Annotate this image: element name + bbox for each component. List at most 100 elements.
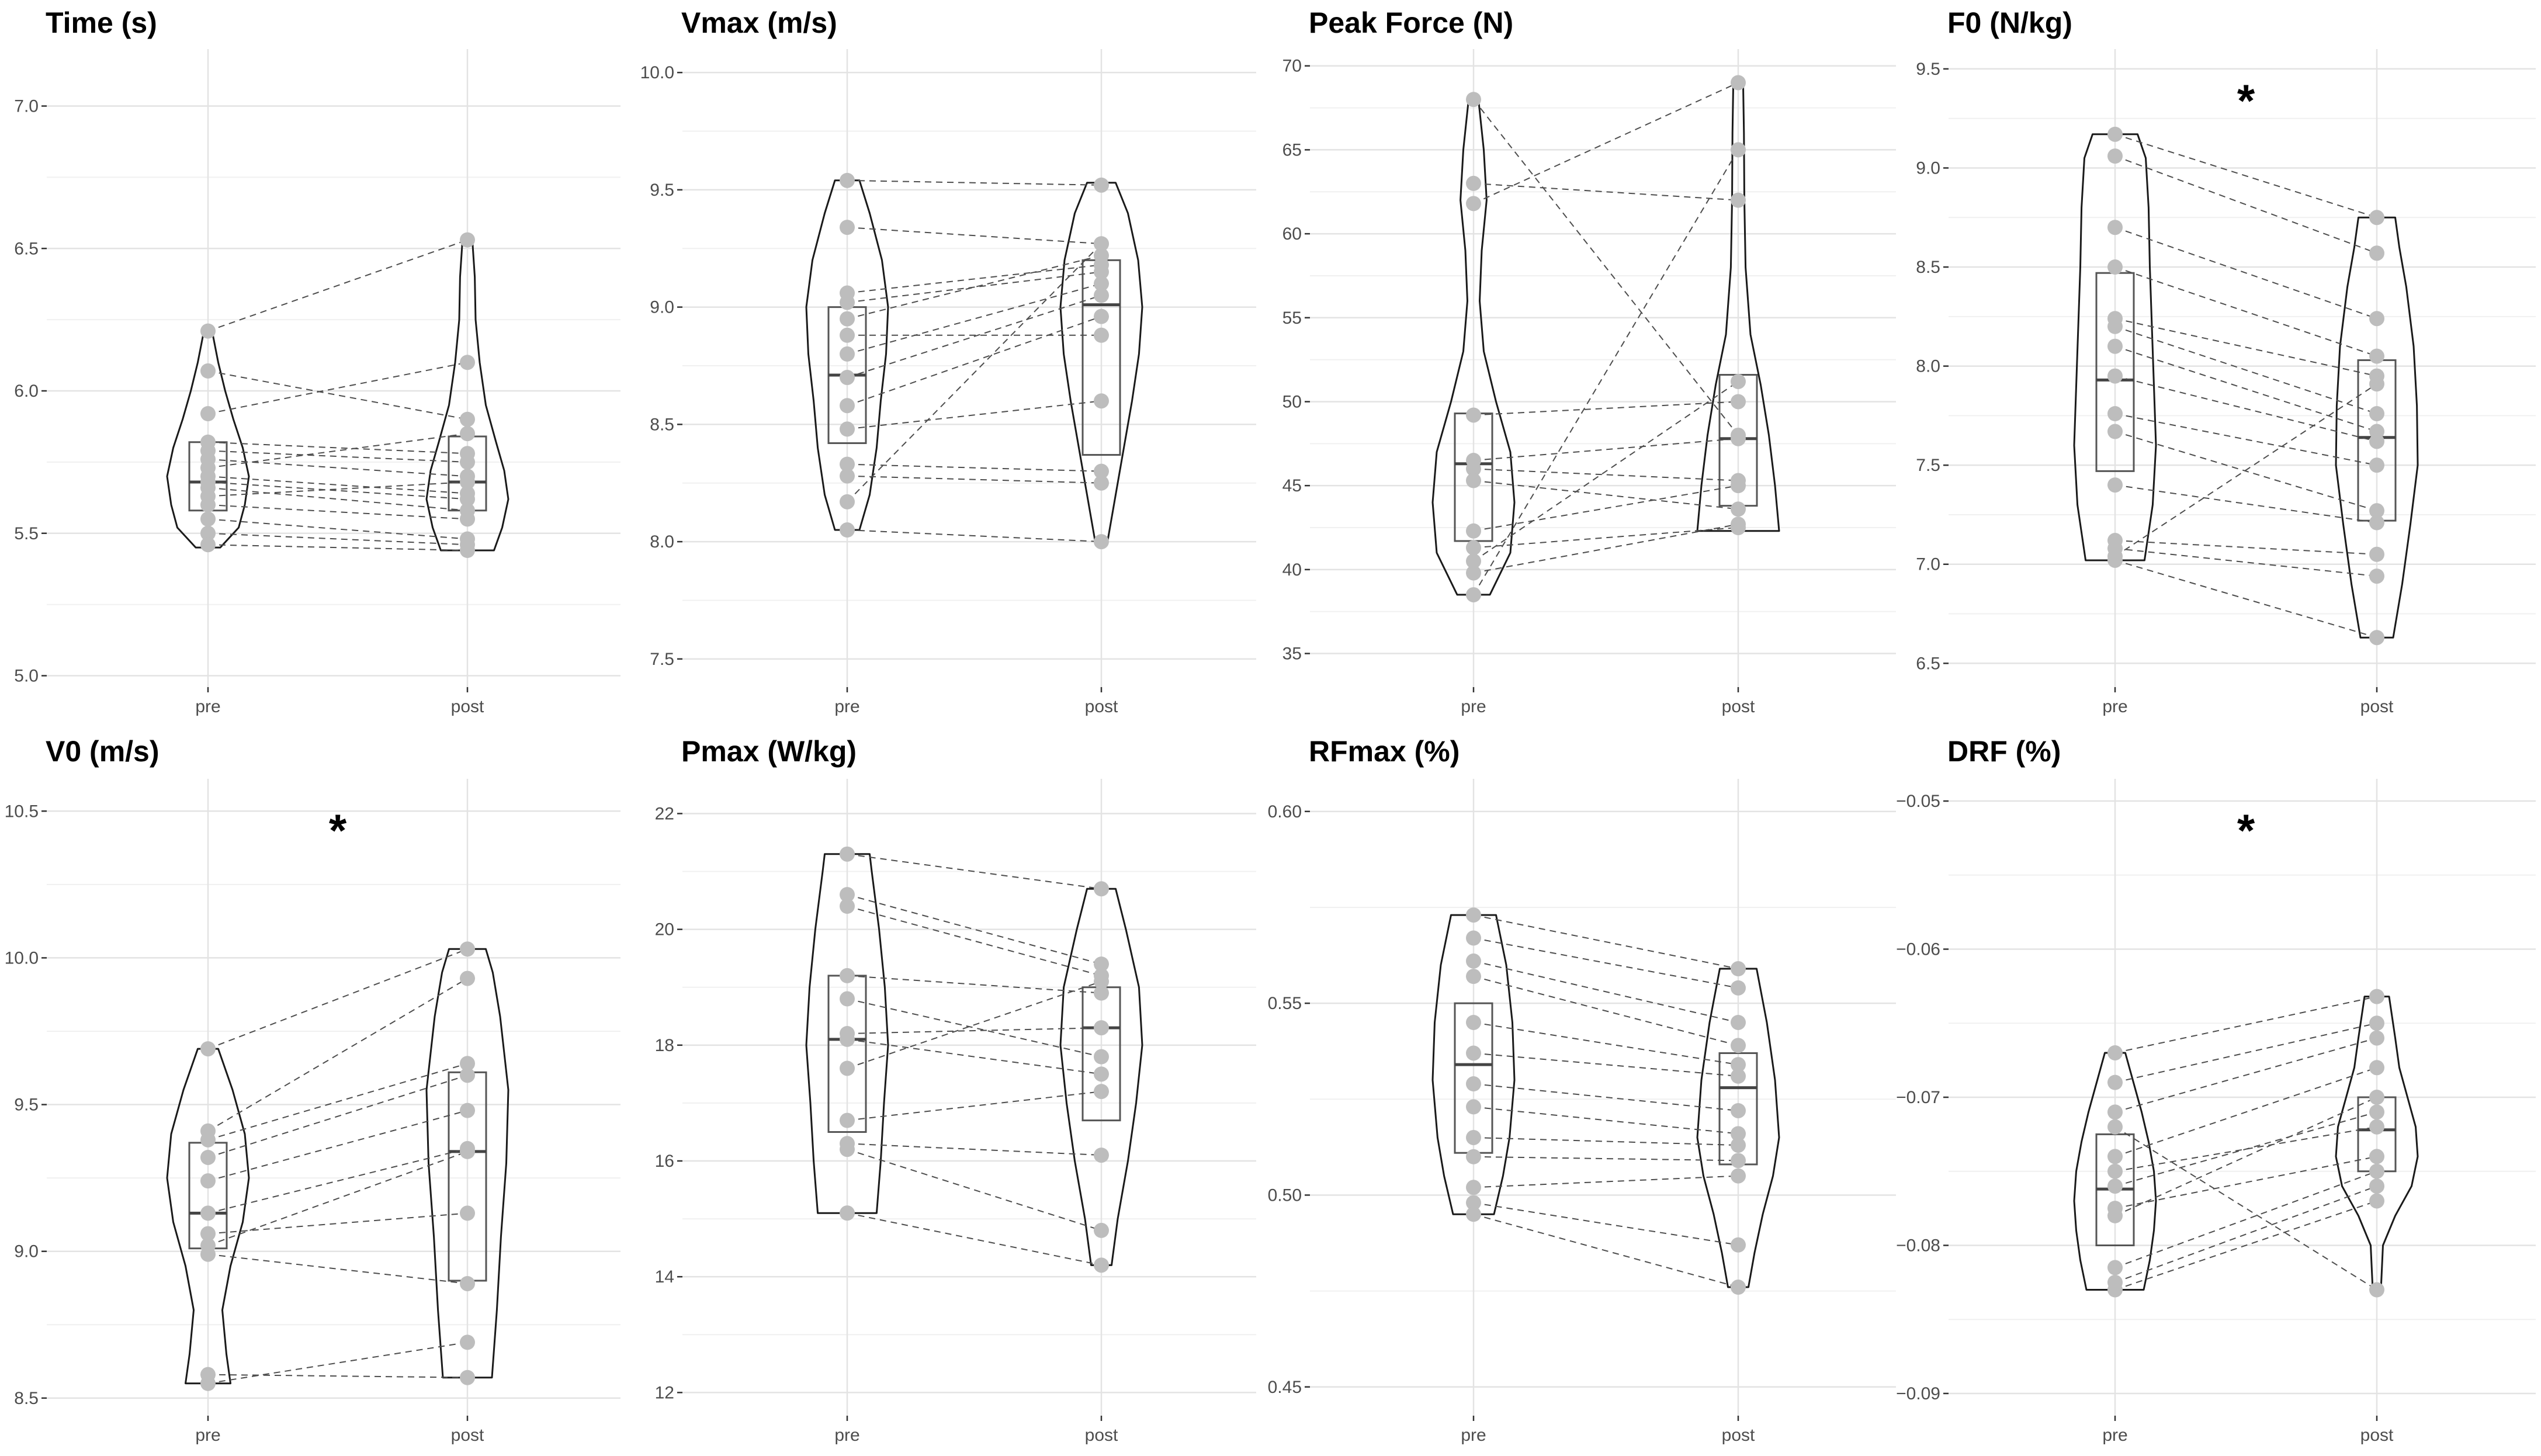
data-point-post	[460, 454, 475, 470]
data-point-pre	[1466, 1129, 1481, 1145]
data-point-post	[2369, 1193, 2384, 1209]
data-point-post	[460, 1143, 475, 1159]
data-point-post	[460, 426, 475, 442]
data-point-post	[1094, 1257, 1109, 1273]
data-point-post	[1731, 394, 1746, 410]
data-point-pre	[2107, 552, 2123, 568]
data-point-pre	[2107, 1260, 2123, 1275]
pair-line	[2114, 345, 2377, 432]
pair-line	[1473, 1214, 1739, 1288]
data-point-pre	[2107, 1178, 2123, 1194]
pair-line	[1473, 1021, 1739, 1066]
y-tick-label: 20	[655, 920, 674, 940]
pair-line	[207, 476, 468, 494]
y-tick-label: 0.45	[1268, 1378, 1302, 1397]
data-point-pre	[200, 363, 216, 379]
data-point-pre	[200, 1375, 216, 1391]
data-point-pre	[1466, 1045, 1481, 1061]
pair-line	[207, 977, 468, 1132]
pair-line	[1473, 960, 1739, 1023]
y-tick-label: 7.5	[1916, 456, 1940, 475]
x-tick-label-pre: pre	[834, 1426, 859, 1445]
y-tick-label: 7.0	[14, 97, 39, 116]
x-tick-label-post: post	[1085, 1426, 1118, 1445]
data-point-pre	[2107, 1074, 2123, 1090]
violin-post	[425, 948, 509, 1379]
data-point-pre	[840, 172, 855, 188]
pair-line	[2114, 1170, 2377, 1268]
data-point-post	[2369, 348, 2384, 364]
data-point-pre	[2107, 1045, 2123, 1060]
x-tick-label-post: post	[2360, 697, 2394, 716]
data-point-pre	[840, 968, 855, 983]
data-point-post	[1731, 1126, 1746, 1142]
data-point-pre	[2107, 1163, 2123, 1179]
pair-line	[1473, 1202, 1739, 1246]
data-point-post	[1094, 881, 1109, 897]
data-point-post	[2369, 406, 2384, 421]
y-tick-label: 10.5	[5, 802, 39, 821]
data-point-post	[1094, 973, 1109, 989]
pair-line	[847, 294, 1102, 379]
data-point-post	[1731, 1057, 1746, 1073]
pair-line	[207, 370, 468, 420]
y-tick-label: 0.50	[1268, 1185, 1302, 1205]
data-point-post	[1094, 177, 1109, 193]
pair-line	[2114, 1126, 2377, 1291]
data-point-pre	[840, 370, 855, 386]
violin-post	[1059, 888, 1143, 1266]
panel-5: V0 (m/s) 8.5 9.0 9.5 10.0 10.5 pre post *	[5, 735, 620, 1445]
data-point-post	[1094, 264, 1109, 280]
pair-line	[1473, 976, 1739, 1046]
data-point-pre	[840, 1031, 855, 1047]
data-point-post	[2369, 503, 2384, 519]
data-point-post	[2369, 1282, 2384, 1298]
pair-line	[2114, 1037, 2377, 1113]
pair-line	[2114, 1111, 2377, 1187]
data-point-pre	[2107, 318, 2123, 334]
data-point-pre	[840, 456, 855, 472]
pair-line	[847, 1143, 1102, 1156]
data-point-pre	[1466, 175, 1481, 191]
data-point-pre	[840, 494, 855, 509]
y-tick-label: 9.5	[1916, 60, 1940, 79]
violin-post	[1696, 968, 1780, 1288]
data-point-pre	[2107, 406, 2123, 421]
pair-line	[207, 1150, 468, 1246]
panel-3: Peak Force (N) 35 40 45 50 55 60 65 70 pre post	[1282, 6, 1896, 716]
pair-line	[2114, 266, 2377, 357]
pair-line	[207, 487, 468, 511]
panel-title: Peak Force (N)	[1309, 6, 1513, 39]
pair-line	[847, 475, 1102, 484]
pair-line	[207, 1374, 468, 1378]
y-tick-label: −0.08	[1896, 1236, 1940, 1255]
data-point-post	[2369, 1060, 2384, 1076]
y-tick-label: 8.0	[1916, 357, 1940, 376]
pair-line	[2114, 996, 2377, 1053]
data-point-post	[1731, 478, 1746, 494]
data-point-pre	[200, 1205, 216, 1221]
data-point-post	[460, 411, 475, 427]
y-tick-label: 9.0	[650, 298, 674, 317]
panel-6: Pmax (W/kg) 12 14 16 18 20 22 pre post	[655, 735, 1256, 1445]
pair-line	[847, 400, 1102, 430]
data-point-pre	[1466, 930, 1481, 946]
data-point-post	[460, 1056, 475, 1072]
data-point-post	[2369, 546, 2384, 562]
violin-pre	[2073, 1052, 2157, 1291]
data-point-post	[460, 1370, 475, 1385]
data-point-post	[2369, 457, 2384, 473]
data-point-post	[1731, 1138, 1746, 1153]
panel-8: DRF (%) −0.09 −0.08 −0.07 −0.06 −0.05 pre post *	[1896, 735, 2536, 1445]
data-point-pre	[840, 311, 855, 327]
data-point-pre	[200, 1149, 216, 1165]
y-tick-label: 7.0	[1916, 555, 1940, 574]
violin-post	[1059, 182, 1143, 543]
violin-pre	[805, 853, 889, 1214]
data-point-post	[2369, 1090, 2384, 1105]
data-point-post	[1731, 1038, 1746, 1053]
panel-title: Pmax (W/kg)	[681, 735, 857, 768]
y-tick-label: 5.0	[14, 667, 39, 686]
data-point-post	[2369, 1178, 2384, 1194]
data-point-pre	[1466, 969, 1481, 984]
